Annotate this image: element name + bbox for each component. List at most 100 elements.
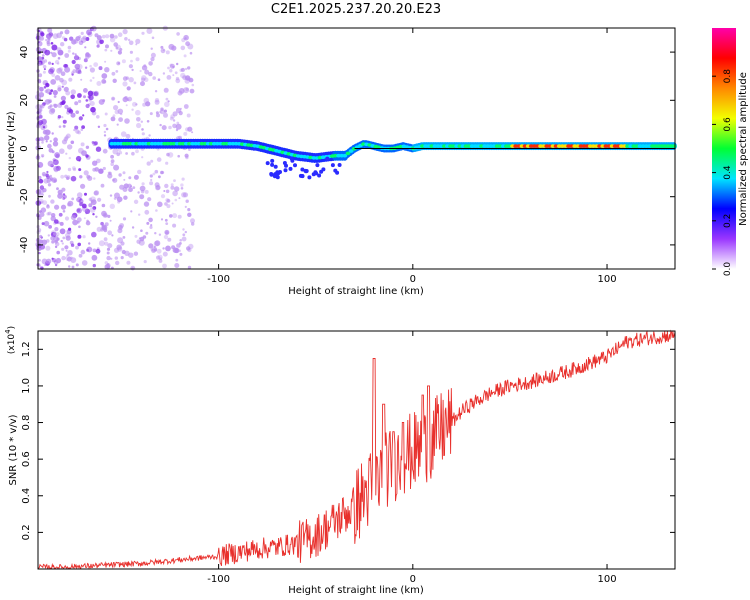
noise-dot [62,193,66,196]
noise-dot [115,46,119,49]
noise-dot [41,56,45,60]
noise-dot [70,214,76,220]
noise-dot [118,173,122,177]
noise-dot [107,214,111,218]
noise-dot [44,135,50,141]
noise-dot [103,134,107,137]
noise-dot [95,248,101,254]
snr-y-label: SNR (10 * v/v) [8,414,19,485]
noise-dot [167,100,170,103]
noise-dot [41,138,45,142]
noise-dot [166,152,170,157]
noise-dot [83,95,86,99]
noise-dot [89,196,96,203]
noise-dot [70,140,75,145]
noise-dot [143,97,150,104]
noise-dot [156,157,162,162]
noise-dot [92,263,97,268]
noise-dot [50,199,55,204]
noise-dot [82,235,86,239]
ridge-core [348,149,354,153]
noise-dot [78,40,84,46]
noise-dot [184,37,187,40]
noise-dot [56,187,59,191]
noise-dot [100,221,104,226]
noise-dot [150,224,153,227]
noise-dot [132,101,137,107]
noise-dot [166,75,172,80]
noise-dot [64,245,69,250]
x-tick-label: 0 [410,274,416,285]
noise-dot [84,66,88,69]
noise-dot [50,89,54,92]
noise-dot [177,214,182,219]
noise-dot [149,112,153,116]
noise-dot [150,52,156,58]
y-tick-label: 20 [19,94,30,107]
noise-dot [95,215,98,218]
noise-dot [135,149,139,154]
noise-dot [187,212,192,217]
noise-dot [187,77,191,81]
noise-dot [173,179,176,183]
noise-dot [51,150,55,154]
noise-dot [163,87,169,93]
noise-dot [174,186,180,192]
colorbar-tick-label: 0.6 [723,117,733,132]
snr-panel: -100 0 100 0.2 0.4 0.6 0.8 1.0 1.2 Height of st… [4,326,676,596]
noise-dot [114,256,119,260]
noise-dot [37,161,44,168]
noise-dot [57,193,63,199]
noise-dot [107,243,113,249]
noise-dot [68,156,72,160]
noise-dot [82,114,85,117]
noise-dot [185,199,189,203]
colorbar-tick-label: 0.4 [723,165,733,180]
noise-dot [85,54,90,59]
noise-dot [185,155,189,160]
noise-dot [187,265,192,270]
noise-dot [55,232,60,237]
noise-dot [162,263,167,269]
noise-dot [101,203,106,208]
noise-dot [183,87,190,94]
noise-dot [61,247,65,251]
noise-dot [96,35,102,41]
noise-dot [181,177,185,181]
noise-dot [59,228,66,235]
noise-dot [75,36,81,42]
noise-dot [104,241,109,246]
noise-dot [53,103,58,108]
noise-dot [178,197,181,200]
noise-dot [136,239,141,244]
ridge-spread [300,167,305,172]
noise-dot [111,96,116,101]
noise-dot [174,263,180,268]
noise-dot [109,33,115,39]
noise-dot [99,39,104,45]
noise-dot [72,166,76,171]
noise-dot [183,54,187,58]
noise-dot [64,53,70,58]
noise-dot [36,243,42,249]
noise-dot [47,234,50,237]
noise-dot [129,50,133,54]
noise-dot [141,132,145,136]
noise-dot [149,225,153,229]
noise-dot [59,77,64,83]
noise-dot [92,248,97,253]
noise-dot [48,100,52,103]
noise-dot [52,33,59,39]
noise-dot [57,57,61,60]
noise-dot [127,96,133,102]
noise-dot [93,190,99,196]
noise-dot [154,99,160,105]
noise-dot [143,260,147,264]
noise-dot [62,236,66,240]
noise-dot [103,130,107,134]
noise-dot [160,107,164,111]
ridge-spread [304,169,309,173]
noise-dot [47,143,52,149]
noise-dot [61,139,68,145]
figure-title: C2E1.2025.237.20.20.E23 [271,2,441,17]
